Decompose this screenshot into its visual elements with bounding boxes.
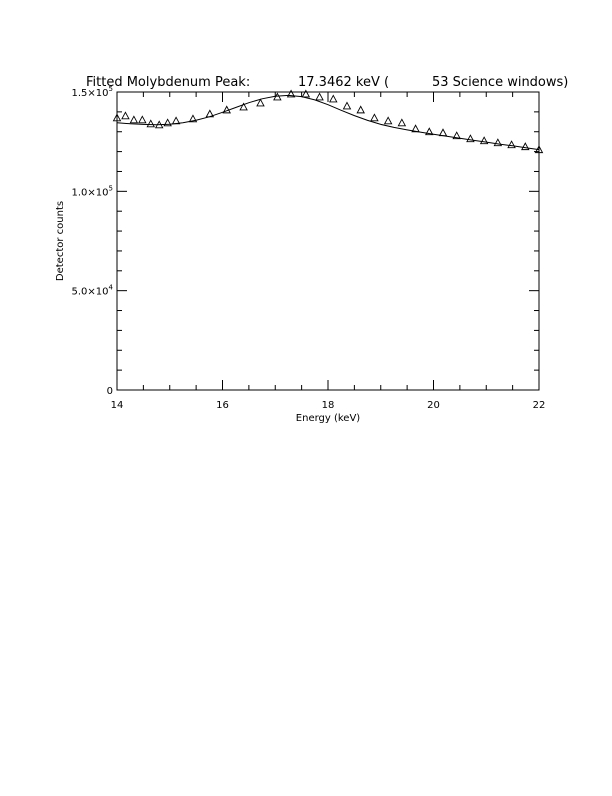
title-part-1: Fitted Molybdenum Peak: bbox=[86, 75, 250, 90]
data-point-marker bbox=[121, 111, 130, 120]
data-point-marker bbox=[534, 145, 544, 154]
y-tick-label: 5.0×104 bbox=[72, 284, 114, 298]
data-point-marker bbox=[239, 102, 248, 111]
x-tick-label: 18 bbox=[322, 400, 335, 411]
data-point-marker bbox=[129, 115, 139, 124]
y-tick-label: 1.5×105 bbox=[72, 85, 113, 99]
data-point-marker bbox=[507, 140, 516, 149]
data-point-marker bbox=[466, 134, 475, 143]
data-point-marker bbox=[154, 120, 164, 129]
title-part-3: 53 Science windows) bbox=[432, 75, 568, 90]
title-part-2: 17.3462 keV ( bbox=[298, 75, 389, 90]
data-point-marker bbox=[112, 113, 122, 122]
y-tick-exponent: 4 bbox=[109, 284, 114, 292]
data-point-marker bbox=[205, 109, 215, 118]
y-tick-mantissa: 1.5×10 bbox=[72, 88, 109, 99]
y-tick-mantissa: 1.0×10 bbox=[72, 187, 109, 198]
data-point-marker bbox=[425, 127, 434, 136]
x-axis-label: Energy (keV) bbox=[296, 413, 361, 424]
data-point-marker bbox=[286, 89, 296, 98]
data-point-marker bbox=[383, 116, 393, 125]
data-point-marker bbox=[397, 118, 407, 127]
data-point-marker bbox=[479, 136, 489, 145]
data-markers bbox=[112, 89, 544, 154]
data-point-marker bbox=[370, 113, 379, 122]
x-tick-label: 16 bbox=[216, 400, 229, 411]
data-point-marker bbox=[438, 128, 448, 137]
data-point-marker bbox=[342, 101, 352, 110]
x-tick-label: 14 bbox=[111, 400, 124, 411]
y-tick-mantissa: 5.0×10 bbox=[72, 287, 109, 298]
data-point-marker bbox=[188, 114, 198, 123]
data-point-marker bbox=[493, 138, 503, 147]
axis-ticks bbox=[116, 91, 540, 391]
data-point-marker bbox=[301, 89, 311, 98]
data-point-marker bbox=[256, 98, 265, 107]
data-point-marker bbox=[138, 115, 147, 124]
data-point-marker bbox=[163, 118, 172, 127]
data-point-marker bbox=[329, 94, 338, 103]
data-point-marker bbox=[222, 105, 231, 114]
y-tick-label: 0 bbox=[107, 386, 113, 397]
chart-title: Fitted Molybdenum Peak: 17.3462 keV ( 53… bbox=[86, 75, 568, 90]
data-point-marker bbox=[315, 92, 324, 101]
y-tick-label: 1.0×105 bbox=[72, 184, 113, 198]
y-axis-label: Detector counts bbox=[55, 201, 66, 281]
y-tick-mantissa: 0 bbox=[107, 386, 113, 397]
plot-frame bbox=[116, 91, 540, 391]
data-point-marker bbox=[411, 124, 420, 133]
x-tick-label: 22 bbox=[533, 400, 546, 411]
data-point-marker bbox=[273, 92, 282, 101]
data-point-marker bbox=[171, 116, 181, 125]
data-point-marker bbox=[356, 105, 365, 114]
y-tick-exponent: 5 bbox=[109, 85, 113, 93]
data-point-marker bbox=[146, 119, 156, 128]
data-point-marker bbox=[521, 142, 530, 151]
y-tick-exponent: 5 bbox=[109, 184, 113, 192]
x-tick-label: 20 bbox=[427, 400, 440, 411]
data-point-marker bbox=[452, 131, 461, 140]
fit-line bbox=[116, 94, 540, 151]
